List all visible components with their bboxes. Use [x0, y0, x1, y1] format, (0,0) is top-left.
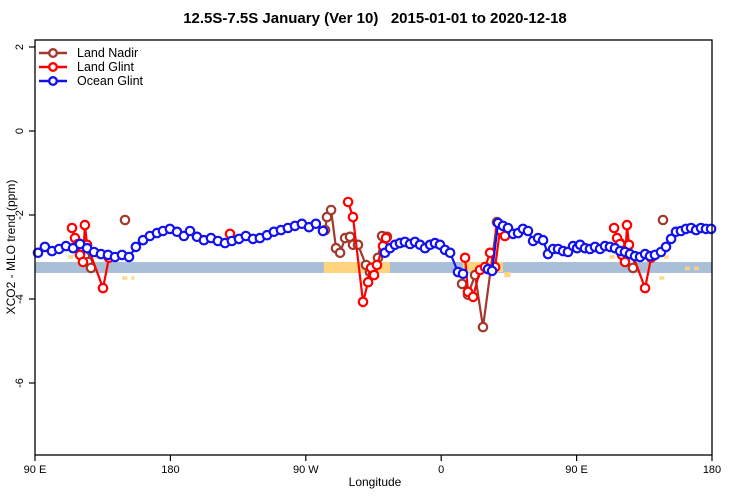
data-point-marker	[522, 225, 534, 237]
y-tick-label: -6	[14, 378, 26, 388]
data-point-marker	[657, 214, 669, 226]
land-nadir-legend-marker-icon	[39, 48, 67, 58]
x-axis-title: Longitude	[348, 475, 402, 489]
data-point-marker	[123, 251, 135, 263]
data-point-marker	[357, 296, 369, 308]
data-point-marker	[119, 214, 131, 226]
data-point-marker	[32, 247, 44, 259]
data-point-marker	[665, 233, 677, 245]
x-tick-label: 0	[438, 464, 444, 476]
data-point-marker	[459, 252, 471, 264]
data-point-marker	[310, 218, 322, 230]
data-point-marker	[79, 219, 91, 231]
data-point-marker	[362, 276, 374, 288]
data-point-marker	[317, 225, 329, 237]
data-point-marker	[325, 204, 337, 216]
highlight-patch	[323, 262, 391, 273]
x-tick-label: 180	[161, 464, 179, 476]
data-point-marker	[639, 282, 651, 294]
data-point-marker	[66, 222, 78, 234]
data-point-marker	[368, 269, 380, 281]
highlight-patch	[504, 272, 511, 278]
data-point-marker	[477, 321, 489, 333]
x-tick-label: 180	[703, 464, 721, 476]
data-point-marker	[97, 282, 109, 294]
legend-label: Land Nadir	[77, 46, 139, 60]
y-axis-title: XCO2 - MLO trend (ppm)	[4, 179, 18, 315]
data-point-marker	[342, 196, 354, 208]
data-point-marker	[371, 259, 383, 271]
data-point-marker	[705, 223, 717, 235]
x-tick-label: 90 W	[293, 464, 319, 476]
x-tick-label: 90 E	[565, 464, 588, 476]
data-point-marker	[77, 256, 89, 268]
legend-item-land-glint: Land Glint	[38, 60, 143, 74]
plot-border	[34, 39, 713, 456]
y-tick-label: 2	[14, 44, 26, 50]
legend-item-land-nadir: Land Nadir	[38, 46, 143, 60]
legend-label: Land Glint	[77, 60, 134, 74]
data-point-marker	[467, 291, 479, 303]
y-tick-label: -2	[14, 210, 26, 220]
data-point-marker	[184, 225, 196, 237]
data-point-marker	[537, 234, 549, 246]
legend-label: Ocean Glint	[77, 74, 144, 88]
data-point-marker	[456, 278, 468, 290]
data-point-marker	[608, 222, 620, 234]
data-point-marker	[486, 265, 498, 277]
data-point-marker	[380, 232, 392, 244]
data-point-marker	[130, 241, 142, 253]
data-point-marker	[619, 256, 631, 268]
x-tick-label: 90 E	[24, 464, 47, 476]
data-point-marker	[444, 247, 456, 259]
chart-title: 12.5S-7.5S January (Ver 10) 2015-01-01 t…	[183, 10, 567, 27]
data-point-marker	[334, 247, 346, 259]
ocean-glint-legend-marker-icon	[39, 76, 67, 86]
chart-legend: Land Nadir Land Glint Ocean Glint	[38, 46, 143, 88]
data-point-marker	[660, 241, 672, 253]
data-point-marker	[457, 268, 469, 280]
data-point-marker	[621, 219, 633, 231]
data-point-marker	[347, 211, 359, 223]
ocean-glint-series	[32, 217, 717, 280]
y-tick-label: 0	[14, 128, 26, 134]
y-tick-label: -4	[14, 294, 26, 304]
legend-item-ocean-glint: Ocean Glint	[38, 74, 143, 88]
land-glint-legend-marker-icon	[39, 62, 67, 72]
